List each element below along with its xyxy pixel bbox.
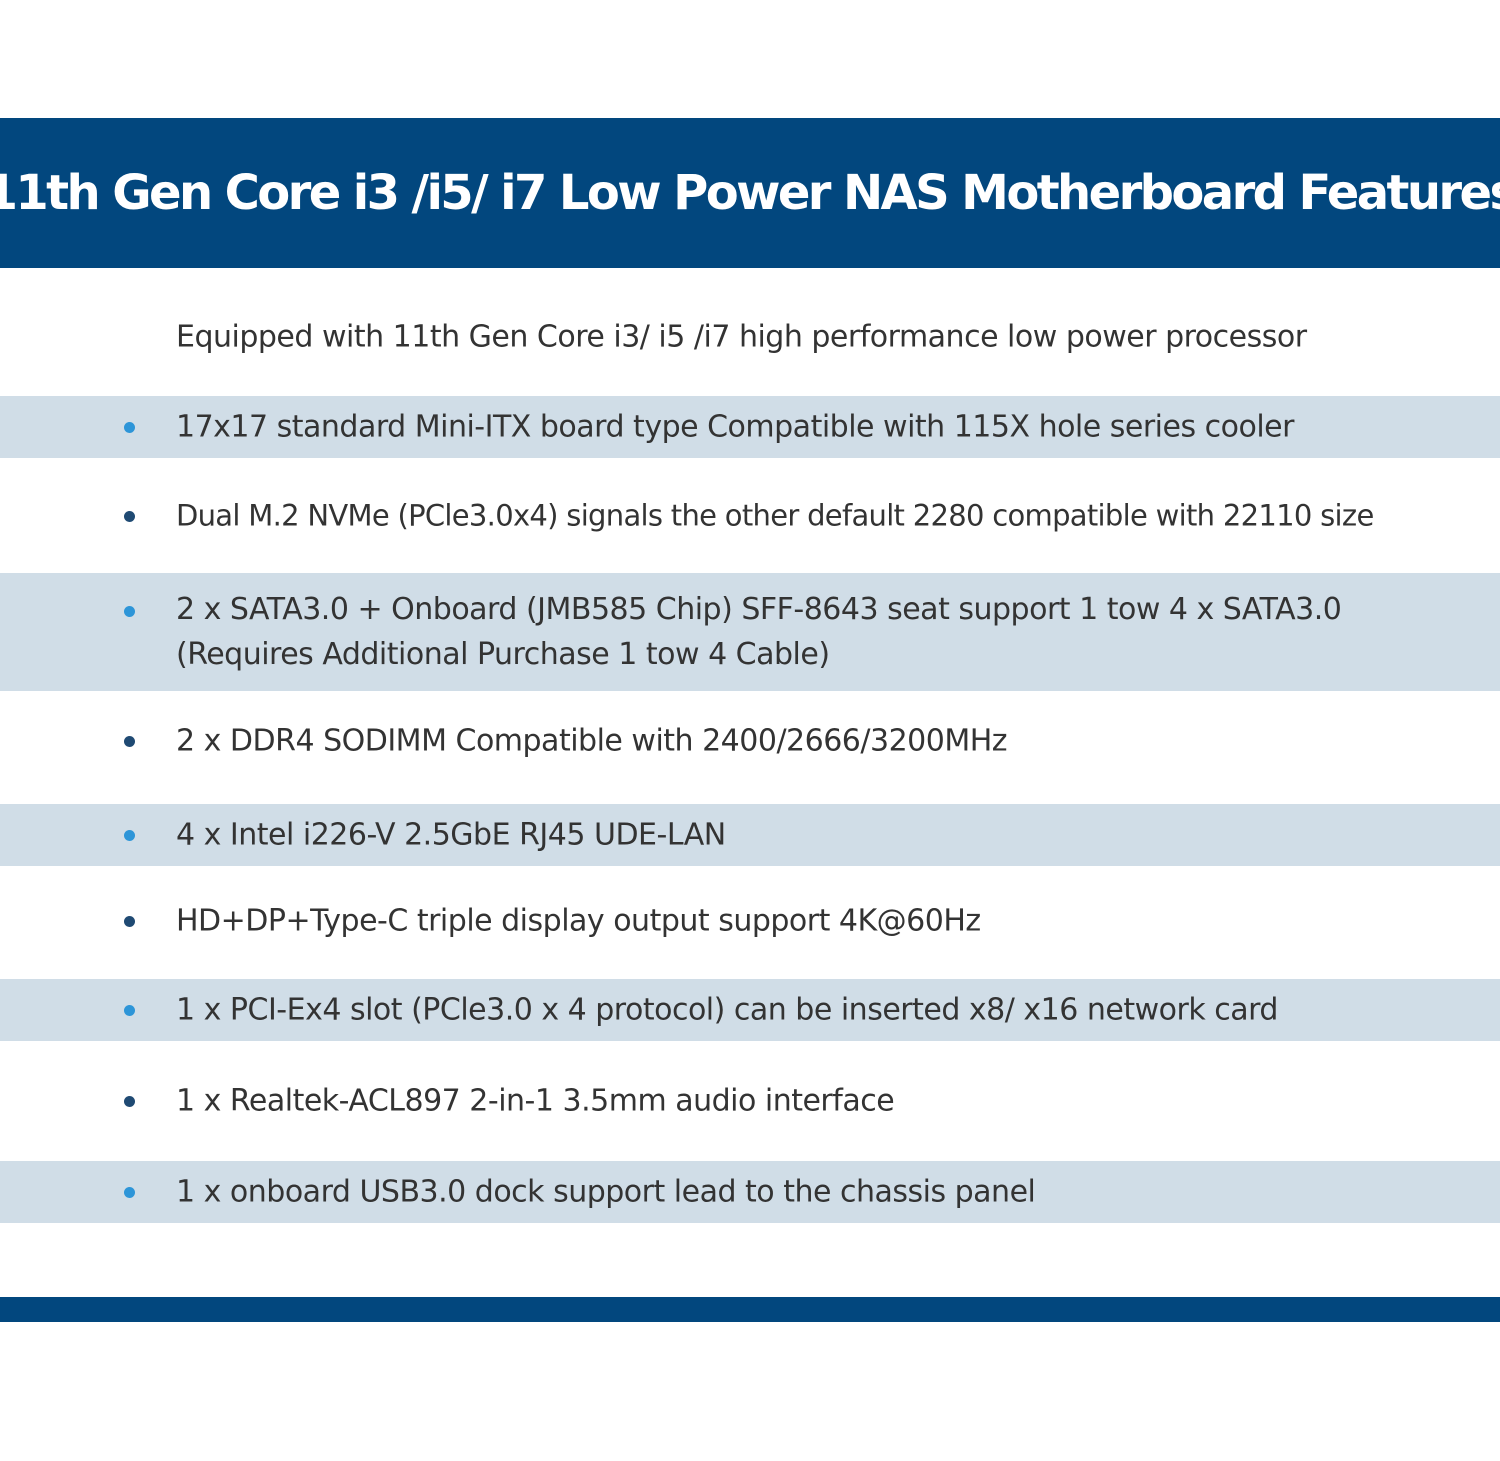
feature-text-line-1: 2 x SATA3.0 + Onboard (JMB585 Chip) SFF-… [176,592,1342,627]
header-banner: 11th Gen Core i3 /i5/ i7 Low Power NAS M… [0,118,1500,268]
feature-text: Equipped with 11th Gen Core i3/ i5 /i7 h… [176,319,1307,355]
bullet-icon [124,736,135,747]
feature-item: 4 x Intel i226-V 2.5GbE RJ45 UDE-LAN [0,804,1500,866]
bullet-icon [124,1096,135,1107]
bullet-icon [124,916,135,927]
page-title: 11th Gen Core i3 /i5/ i7 Low Power NAS M… [0,165,1500,221]
feature-text: 4 x Intel i226-V 2.5GbE RJ45 UDE-LAN [176,817,726,853]
feature-item: 1 x Realtek-ACL897 2-in-1 3.5mm audio in… [0,1056,1500,1146]
feature-text: 1 x PCI-Ex4 slot (PCle3.0 x 4 protocol) … [176,992,1278,1028]
feature-text: 2 x DDR4 SODIMM Compatible with 2400/266… [176,723,1008,759]
feature-text: 1 x onboard USB3.0 dock support lead to … [176,1174,1036,1210]
feature-item: Dual M.2 NVMe (PCle3.0x4) signals the ot… [0,471,1500,561]
bullet-icon [124,422,135,433]
feature-item: Equipped with 11th Gen Core i3/ i5 /i7 h… [0,292,1500,631]
feature-item: 1 x onboard USB3.0 dock support lead to … [0,1161,1500,1223]
bullet-icon [124,1005,135,1016]
bullet-icon [124,511,135,522]
feature-text-line-2: (Requires Additional Purchase 1 tow 4 Ca… [176,637,830,672]
bullet-icon [124,606,135,617]
bullet-icon [124,830,135,841]
feature-item: 2 x DDR4 SODIMM Compatible with 2400/266… [0,696,1500,786]
feature-item: 2 x SATA3.0 + Onboard (JMB585 Chip) SFF-… [0,573,1500,691]
feature-item: HD+DP+Type-C triple display output suppo… [0,876,1500,966]
bullet-icon [124,1187,135,1198]
feature-text: 17x17 standard Mini-ITX board type Compa… [176,409,1294,445]
feature-text: Dual M.2 NVMe (PCle3.0x4) signals the ot… [176,498,1374,533]
feature-item: 17x17 standard Mini-ITX board type Compa… [0,396,1500,458]
feature-text: 1 x Realtek-ACL897 2-in-1 3.5mm audio in… [176,1083,895,1119]
feature-item: 1 x PCI-Ex4 slot (PCle3.0 x 4 protocol) … [0,979,1500,1041]
feature-text: 2 x SATA3.0 + Onboard (JMB585 Chip) SFF-… [176,587,1460,677]
feature-text: HD+DP+Type-C triple display output suppo… [176,903,981,939]
footer-bar [0,1297,1500,1322]
